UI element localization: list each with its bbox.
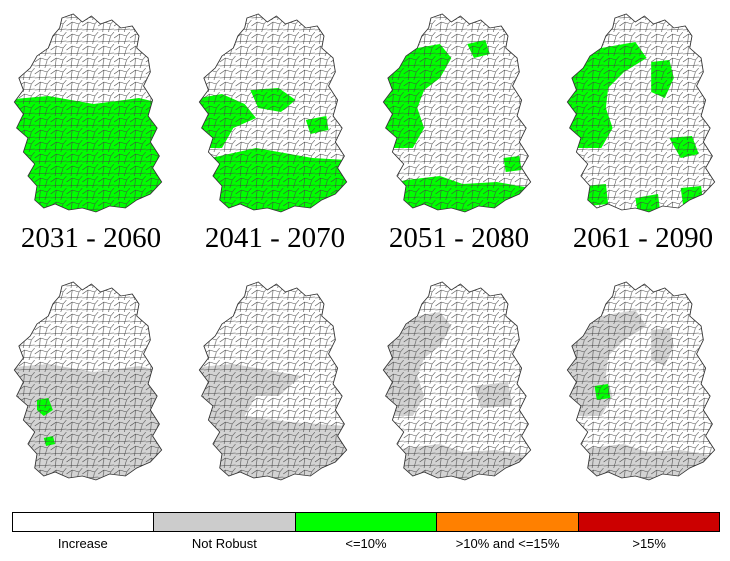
legend-swatch-not-robust	[154, 513, 296, 531]
legend-swatch-gt15	[578, 513, 720, 531]
period-label-4: 2061 - 2090	[572, 222, 714, 254]
map-2051-2080-bottom	[372, 276, 542, 486]
map-2061-2090-top	[556, 8, 726, 218]
legend-label-not-robust: Not Robust	[191, 536, 257, 551]
period-label-2: 2041 - 2070	[204, 222, 346, 254]
legend-swatch-10-15	[437, 513, 579, 531]
legend-label-le10: <=10%	[345, 536, 387, 551]
map-2061-2090-bottom	[556, 276, 726, 486]
legend-labels: Increase Not Robust <=10% >10% and <=15%…	[12, 536, 720, 551]
legend-label-gt15: >15%	[632, 536, 666, 551]
legend-bar	[12, 512, 720, 532]
legend-swatch-increase	[13, 513, 155, 531]
map-2031-2060-bottom	[3, 276, 173, 486]
map-2041-2070-top	[188, 8, 358, 218]
legend-label-10-15: >10% and <=15%	[455, 536, 560, 551]
period-label-3: 2051 - 2080	[388, 222, 530, 254]
map-2051-2080-top	[372, 8, 542, 218]
map-2041-2070-bottom	[188, 276, 358, 486]
map-2031-2060-top	[3, 8, 173, 218]
period-label-1: 2031 - 2060	[20, 222, 162, 254]
legend-swatch-le10	[295, 513, 438, 531]
legend-label-increase: Increase	[57, 536, 108, 551]
